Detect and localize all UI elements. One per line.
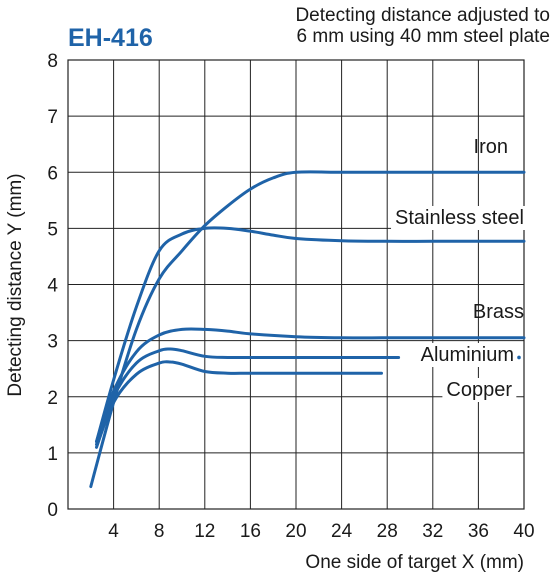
x-tick-label: 36 xyxy=(468,521,489,542)
series-label-brass: Brass xyxy=(473,301,524,323)
plot-frame xyxy=(67,59,525,510)
y-tick-label: 7 xyxy=(47,107,58,128)
x-tick-label: 8 xyxy=(154,521,165,542)
series-label-bg xyxy=(416,343,518,367)
chart-title: EH-416 xyxy=(68,24,153,52)
series-labels: Iron Stainless steel Brass Aluminium Copper xyxy=(391,136,528,402)
x-tick-label: 40 xyxy=(513,521,534,542)
series-label-copper: Copper xyxy=(446,379,512,401)
y-tick-label: 2 xyxy=(47,388,58,409)
series-label-bg xyxy=(391,206,528,230)
chart-subtitle-line-1: Detecting distance adjusted to xyxy=(295,5,550,26)
series-dot-aluminium xyxy=(517,355,521,360)
series-line-iron xyxy=(89,170,526,489)
x-tick-label: 28 xyxy=(377,521,398,542)
series-line-brass xyxy=(95,327,526,444)
x-tick-label: 16 xyxy=(240,521,261,542)
y-axis-label: Detecting distance Y (mm) xyxy=(5,173,26,396)
series-label-iron: Iron xyxy=(474,136,508,158)
series-label-aluminium: Aluminium xyxy=(421,344,514,366)
y-tick-label: 0 xyxy=(47,500,58,521)
series-label-stainless-steel: Stainless steel xyxy=(395,207,524,229)
y-tick-label: 4 xyxy=(47,276,58,297)
x-tick-label: 20 xyxy=(285,521,306,542)
y-tick-label: 1 xyxy=(47,444,58,465)
x-axis-label: One side of target X (mm) xyxy=(305,552,524,573)
x-tick-label: 4 xyxy=(108,521,119,542)
series-line-aluminium xyxy=(95,347,401,446)
series-line-stainless-steel xyxy=(95,226,526,444)
y-tick-label: 6 xyxy=(47,163,58,184)
y-tick-label: 3 xyxy=(47,332,58,353)
y-tick-label: 8 xyxy=(47,51,58,72)
x-tick-label: 32 xyxy=(422,521,443,542)
chart-subtitle-line-2: 6 mm using 40 mm steel plate xyxy=(297,26,550,47)
series-line-copper xyxy=(95,360,383,449)
series-label-bg xyxy=(442,378,517,402)
grid xyxy=(67,59,525,510)
y-tick-label: 5 xyxy=(47,219,58,240)
series-lines xyxy=(89,170,526,489)
x-tick-label: 12 xyxy=(194,521,215,542)
x-tick-label: 24 xyxy=(331,521,353,542)
